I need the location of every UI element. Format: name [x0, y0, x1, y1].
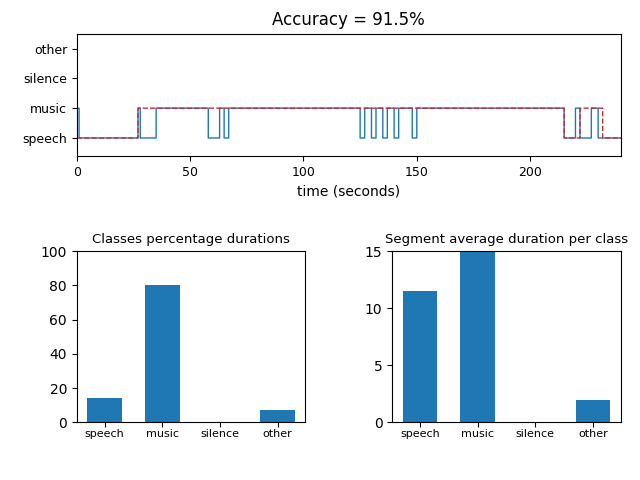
Bar	[576, 399, 611, 422]
Bar	[403, 291, 437, 422]
Title: Classes percentage durations: Classes percentage durations	[92, 233, 290, 246]
Bar	[145, 286, 180, 422]
Title: Accuracy = 91.5%: Accuracy = 91.5%	[273, 11, 425, 29]
X-axis label: time (seconds): time (seconds)	[297, 184, 401, 198]
Bar	[460, 251, 495, 422]
Bar	[87, 398, 122, 422]
Bar	[260, 410, 295, 422]
Title: Segment average duration per class: Segment average duration per class	[385, 233, 628, 246]
